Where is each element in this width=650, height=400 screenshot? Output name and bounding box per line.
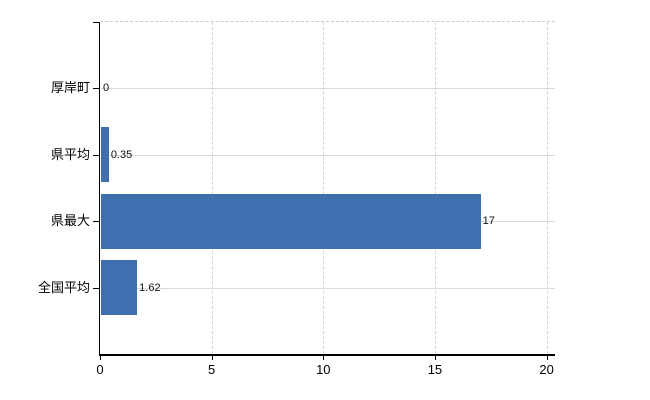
x-tick-mark [434, 355, 436, 360]
x-tick-label: 10 [316, 362, 331, 377]
x-tick-mark [100, 355, 101, 360]
v-gridline [211, 22, 213, 354]
x-tick-label: 20 [539, 362, 554, 377]
category-label: 県平均 [50, 146, 90, 162]
bar [101, 127, 109, 183]
x-tick-label: 15 [427, 362, 443, 377]
v-gridline [546, 22, 548, 354]
bar [101, 260, 138, 316]
y-tick-mark [93, 221, 100, 223]
v-gridline [323, 22, 325, 354]
y-tick-mark [93, 287, 100, 289]
value-label: 0 [103, 82, 110, 95]
category-label: 厚岸町 [50, 80, 90, 96]
x-tick-mark [211, 355, 213, 360]
x-axis-line [98, 354, 555, 356]
y-axis-line [98, 22, 100, 354]
y-tick-mark [93, 88, 100, 90]
plot-top-border [100, 21, 555, 22]
value-label: 0.35 [110, 148, 133, 161]
value-label: 17 [482, 215, 495, 228]
category-label: 県最大 [50, 213, 90, 229]
category-label: 全国平均 [37, 279, 90, 295]
value-label: 1.62 [139, 281, 161, 294]
x-tick-mark [323, 355, 325, 360]
bar [101, 193, 481, 249]
x-tick-mark [546, 355, 548, 360]
y-tick-mark [93, 154, 100, 156]
h-gridline [101, 154, 555, 156]
h-gridline [101, 88, 555, 90]
h-gridline [101, 287, 555, 289]
x-tick-label: 0 [96, 362, 104, 377]
x-tick-label: 5 [208, 362, 216, 377]
y-tick-mark [93, 22, 100, 23]
v-gridline [434, 22, 436, 354]
